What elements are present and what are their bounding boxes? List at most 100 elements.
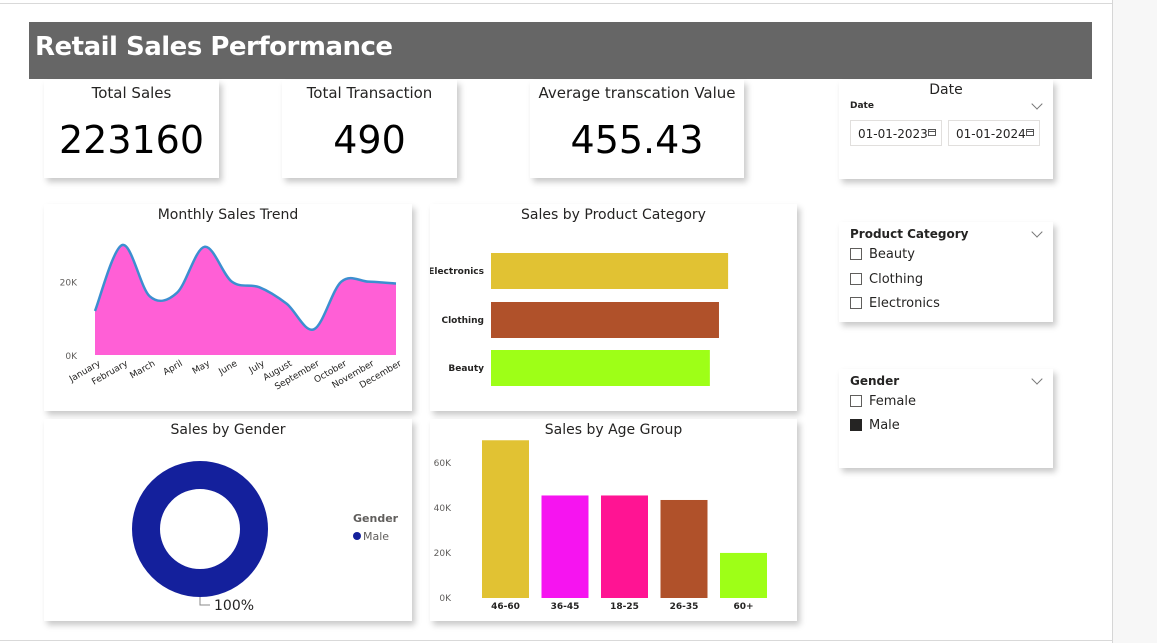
sales-by-age-group-chart[interactable]: Sales by Age Group 0K 20K 40K 60K 46-60 36-45… xyxy=(430,419,797,621)
data-point[interactable] xyxy=(229,279,235,285)
x-tick-label: 26-35 xyxy=(670,602,699,612)
data-point[interactable] xyxy=(338,279,344,285)
data-label: 100% xyxy=(214,598,254,614)
sales-by-gender-chart[interactable]: Sales by Gender 100% Gender Male xyxy=(44,419,412,621)
bar-chart-plot: Electronics Clothing Beauty xyxy=(430,253,729,386)
legend-title: Gender xyxy=(353,512,399,525)
gender-slicer[interactable]: Gender Female Male xyxy=(839,369,1053,468)
x-tick-label: March xyxy=(128,359,157,381)
bar[interactable] xyxy=(491,302,719,338)
slicer-option-female[interactable]: Female xyxy=(850,392,916,410)
area-fill xyxy=(95,244,396,355)
header-bar: Retail Sales Performance xyxy=(29,22,1092,79)
x-tick-label: 46-60 xyxy=(491,602,520,612)
data-point[interactable] xyxy=(119,242,125,248)
date-slicer-label: Date xyxy=(850,101,874,111)
slicer-option-electronics[interactable]: Electronics xyxy=(850,294,940,312)
x-tick-label: 60+ xyxy=(733,602,753,612)
chevron-down-icon[interactable] xyxy=(1031,373,1043,385)
checkbox[interactable] xyxy=(850,297,862,309)
data-point[interactable] xyxy=(174,290,180,296)
bar[interactable] xyxy=(720,552,767,598)
kpi-value: 223160 xyxy=(58,118,205,162)
bar[interactable] xyxy=(491,253,729,289)
chart-title: Sales by Gender xyxy=(170,422,286,438)
option-label: Electronics xyxy=(869,295,940,311)
end-date-input[interactable]: 01-01-2024 xyxy=(948,120,1040,146)
page-title: Retail Sales Performance xyxy=(35,32,393,62)
leader-line xyxy=(199,597,210,606)
frame-top-border xyxy=(0,3,1112,4)
checkbox[interactable] xyxy=(850,248,862,260)
data-point[interactable] xyxy=(393,281,399,287)
monthly-sales-trend-chart[interactable]: Monthly Sales Trend 0K 20K January February… xyxy=(44,204,412,411)
date-slicer-title: Date xyxy=(929,82,963,98)
slicer-title: Product Category xyxy=(850,227,969,241)
series-line xyxy=(93,243,397,331)
data-point[interactable] xyxy=(92,308,98,314)
start-date-input[interactable]: 01-01-2023 xyxy=(850,120,942,146)
category-label: Beauty xyxy=(448,364,484,374)
x-tick-label: 18-25 xyxy=(610,602,639,612)
y-tick-label: 20K xyxy=(60,279,78,289)
data-point[interactable] xyxy=(311,326,317,332)
frame-bottom-border xyxy=(0,640,1112,641)
product-category-slicer[interactable]: Product Category Beauty Clothing Electro… xyxy=(839,222,1053,322)
y-tick-label: 20K xyxy=(434,549,452,559)
checkbox[interactable] xyxy=(850,273,862,285)
date-slicer[interactable]: Date Date 01-01-2023 01-01-2024 xyxy=(839,80,1053,179)
kpi-label: Average transcation Value xyxy=(538,84,736,102)
kpi-value: 455.43 xyxy=(570,118,704,162)
sales-by-product-category-chart[interactable]: Sales by Product Category Electronics Clo… xyxy=(430,204,797,411)
option-label: Female xyxy=(869,393,917,409)
donut-slice[interactable] xyxy=(132,461,268,597)
data-point[interactable] xyxy=(366,279,372,285)
checkbox[interactable] xyxy=(850,395,862,407)
bar[interactable] xyxy=(660,499,708,598)
x-tick-label: April xyxy=(162,359,185,378)
bar[interactable] xyxy=(541,495,589,598)
column-chart-plot: 0K 20K 40K 60K 46-60 36-45 18-25 26-35 60+ xyxy=(434,440,767,612)
chevron-down-icon[interactable] xyxy=(1031,226,1043,238)
start-date-value: 01-01-2023 xyxy=(858,127,928,141)
data-point[interactable] xyxy=(201,244,207,250)
slicer-title: Gender xyxy=(850,374,900,388)
x-tick-label: May xyxy=(191,359,213,377)
data-point[interactable] xyxy=(256,284,262,290)
calendar-icon[interactable] xyxy=(928,129,936,136)
x-tick-label: June xyxy=(216,359,239,378)
bar[interactable] xyxy=(491,350,710,386)
category-label: Electronics xyxy=(430,267,484,277)
slicer-option-male[interactable]: Male xyxy=(850,416,900,434)
data-point[interactable] xyxy=(147,293,153,299)
chevron-down-icon[interactable] xyxy=(1031,98,1043,110)
y-tick-label: 0K xyxy=(65,352,78,362)
option-label: Male xyxy=(869,417,900,433)
donut-chart-plot: 100% Gender Male xyxy=(132,461,399,614)
slicer-option-beauty[interactable]: Beauty xyxy=(850,245,915,263)
bar[interactable] xyxy=(601,495,648,598)
kpi-label: Total Sales xyxy=(91,84,172,102)
y-tick-label: 60K xyxy=(434,459,452,469)
legend-marker xyxy=(353,532,361,540)
chart-title: Monthly Sales Trend xyxy=(157,207,299,223)
kpi-card-total-sales[interactable]: Total Sales 223160 xyxy=(44,80,219,178)
option-label: Beauty xyxy=(869,246,915,262)
y-tick-label: 0K xyxy=(439,594,452,604)
checkbox[interactable] xyxy=(850,419,862,431)
kpi-label: Total Transaction xyxy=(306,84,433,102)
x-tick-label: 36-45 xyxy=(551,602,580,612)
chart-title: Sales by Product Category xyxy=(521,207,706,223)
bar[interactable] xyxy=(482,440,529,598)
kpi-card-average-transaction[interactable]: Average transcation Value 455.43 xyxy=(530,80,744,178)
calendar-icon[interactable] xyxy=(1026,129,1034,136)
legend-label[interactable]: Male xyxy=(363,530,389,543)
data-point[interactable] xyxy=(284,301,290,307)
option-label: Clothing xyxy=(869,271,924,287)
chart-title: Sales by Age Group xyxy=(544,422,683,438)
end-date-value: 01-01-2024 xyxy=(956,127,1026,141)
slicer-option-clothing[interactable]: Clothing xyxy=(850,270,923,288)
side-pane xyxy=(1112,0,1157,643)
kpi-card-total-transaction[interactable]: Total Transaction 490 xyxy=(282,80,457,178)
